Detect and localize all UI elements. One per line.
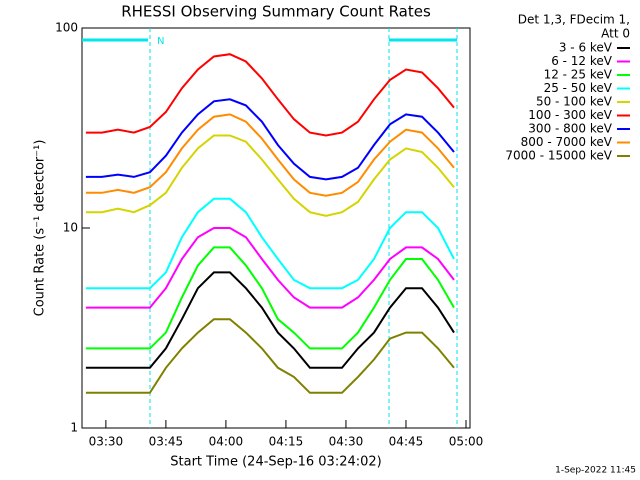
x-tick-label: 03:45 [149, 435, 184, 449]
x-tick-label: 03:30 [89, 435, 124, 449]
series-line [85, 197, 455, 290]
y-tick-label: 100 [55, 21, 78, 35]
legend-title: Att 0 [601, 27, 630, 41]
timestamp: 1-Sep-2022 11:45 [555, 466, 636, 476]
series-line [85, 113, 455, 197]
legend-title: Det 1,3, FDecim 1, [518, 13, 630, 27]
x-tick-label: 04:15 [269, 435, 304, 449]
x-tick-label: 04:00 [209, 435, 244, 449]
series-line [85, 98, 455, 181]
legend-label: 50 - 100 keV [536, 95, 613, 109]
x-tick-label: 04:45 [389, 435, 424, 449]
x-axis-label: Start Time (24-Sep-16 03:24:02) [170, 455, 381, 470]
y-tick-label: 1 [70, 421, 78, 435]
series-line [85, 53, 455, 137]
legend-label: 100 - 300 keV [528, 108, 612, 122]
legend-label: 7000 - 15000 keV [505, 149, 612, 163]
legend-label: 3 - 6 keV [559, 41, 613, 55]
series-line [85, 271, 455, 369]
legend-label: 300 - 800 keV [528, 122, 612, 136]
series-line [85, 318, 455, 394]
legend-label: 800 - 7000 keV [521, 135, 613, 149]
chart-title: RHESSI Observing Summary Count Rates [121, 3, 431, 21]
legend-label: 12 - 25 keV [544, 68, 613, 82]
legend-label: 25 - 50 keV [544, 81, 613, 95]
annotation: N [157, 36, 164, 47]
y-tick-label: 10 [63, 221, 78, 235]
series-line [85, 134, 455, 217]
legend-label: 6 - 12 keV [551, 54, 613, 68]
series-line [85, 246, 455, 350]
series-line [85, 227, 455, 309]
x-tick-label: 04:30 [329, 435, 364, 449]
x-tick-label: 05:00 [449, 435, 484, 449]
y-axis-label: Count Rate (s⁻¹ detector⁻¹) [33, 140, 48, 317]
